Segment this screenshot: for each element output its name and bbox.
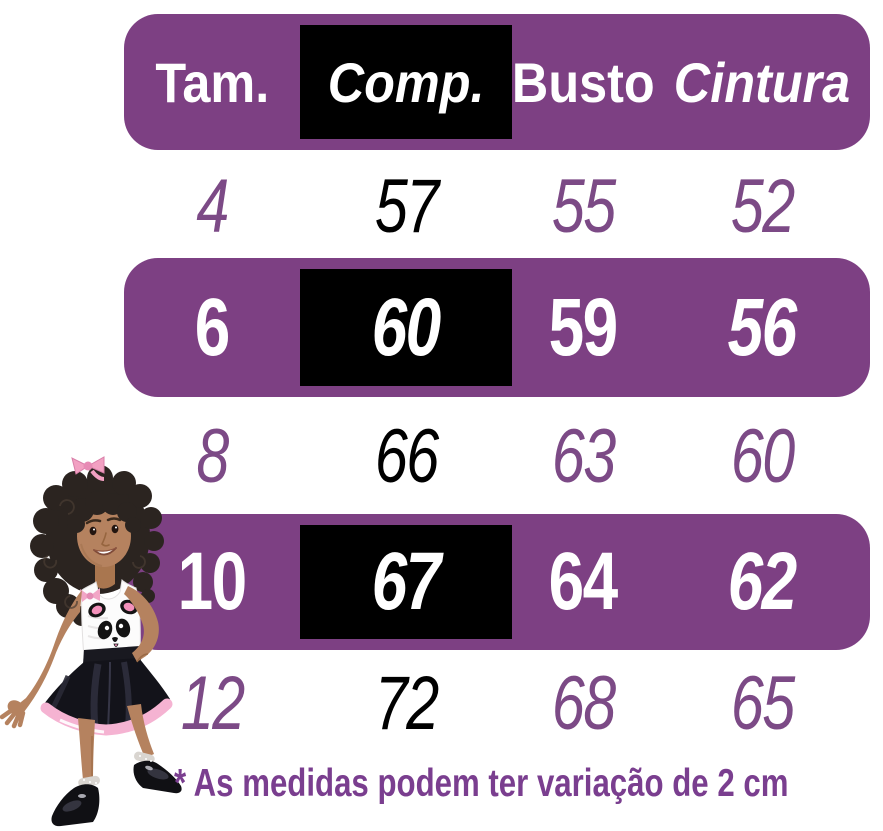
comp-column-highlight	[300, 269, 512, 386]
column-header-tam: Tam.	[155, 50, 269, 114]
row-12-busto: 68	[551, 660, 616, 746]
row-10-cintura: 62	[727, 536, 798, 627]
column-header-cintura: Cintura	[673, 50, 851, 114]
row-8-comp: 66	[374, 413, 439, 499]
shoes	[51, 751, 182, 827]
legs	[78, 704, 154, 781]
row-6-tam: 6	[194, 281, 231, 373]
chest-bow	[80, 588, 100, 602]
comp-column-highlight	[300, 525, 512, 639]
row-10-tam: 10	[177, 536, 248, 627]
hair-highlights	[43, 499, 146, 609]
table-header-row: Tam. Comp. Busto Cintura	[124, 14, 870, 150]
row-12-cintura: 65	[730, 660, 795, 746]
row-8-tam: 8	[196, 413, 229, 499]
column-header-busto: Busto	[511, 50, 655, 114]
hair-fringe	[67, 491, 141, 533]
face	[77, 505, 131, 567]
size-row-6-highlight: 6 60 59 56	[124, 258, 870, 397]
row-6-busto: 59	[548, 281, 619, 373]
pink-hem-trim	[40, 698, 173, 736]
right-arm	[124, 586, 159, 663]
size-row-10-highlight: 10 67 64 62	[124, 514, 870, 650]
row-4-tam: 4	[196, 163, 229, 249]
row-12-comp: 72	[374, 660, 439, 746]
column-header-comp: Comp.	[327, 50, 485, 114]
row-10-comp: 67	[371, 536, 442, 627]
row-4-comp: 57	[374, 163, 439, 249]
row-4-cintura: 52	[730, 163, 795, 249]
size-row-4: 4 57 55 52	[124, 156, 870, 256]
model-photo	[0, 456, 182, 827]
header-cells: Tam. Comp. Busto Cintura	[124, 14, 870, 150]
measurement-note: * As medidas podem ter variação de 2 cm	[174, 762, 789, 805]
row-6-cintura: 56	[727, 281, 798, 373]
row-8-cintura: 60	[730, 413, 795, 499]
size-row-8: 8 66 63 60	[124, 406, 870, 506]
row-8-busto: 63	[551, 413, 616, 499]
comp-column-highlight	[300, 25, 512, 139]
size-row-12: 12 72 68 65	[124, 653, 870, 753]
hair-bow	[71, 456, 105, 481]
row-10-busto: 64	[548, 536, 619, 627]
row-12-tam: 12	[180, 660, 245, 746]
skirt	[40, 646, 173, 736]
left-arm	[0, 590, 82, 729]
row-4-busto: 55	[551, 163, 616, 249]
row-6-comp: 60	[371, 281, 442, 373]
